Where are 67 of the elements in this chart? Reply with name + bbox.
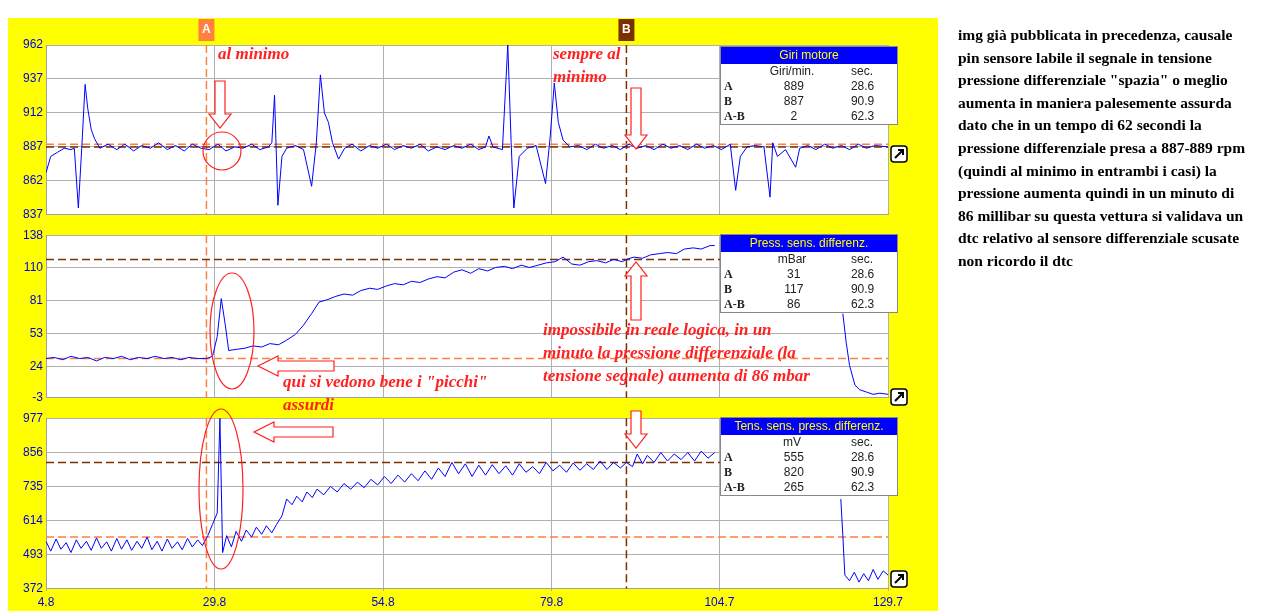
- ref-line-label: B: [622, 22, 632, 37]
- annotation: 28.6: [849, 79, 876, 94]
- y-tick-label: 138: [22, 227, 44, 242]
- y-tick-label: 81: [29, 293, 44, 308]
- annotation: 555: [782, 450, 805, 465]
- y-tick-label: -3: [32, 390, 44, 405]
- annotation: sec.: [850, 252, 874, 267]
- y-tick-label: 493: [22, 546, 44, 561]
- y-tick-label: 372: [22, 580, 44, 595]
- x-tick-label: 54.8: [371, 595, 396, 610]
- annotation: A: [723, 79, 734, 94]
- y-tick-label: 856: [22, 444, 44, 459]
- annotation: sec.: [850, 435, 874, 450]
- x-tick-label: 129.7: [872, 595, 904, 610]
- annotation: 62.3: [849, 480, 876, 495]
- annotation: mBar: [776, 252, 808, 267]
- y-tick-label: 53: [29, 325, 44, 340]
- chart-title: Press. sens. differenz.: [721, 235, 897, 252]
- ref-line-label: A: [202, 22, 212, 37]
- annotation: A-B: [723, 297, 746, 312]
- annotation: A: [723, 267, 734, 282]
- annotation: 62.3: [849, 297, 876, 312]
- annotation: 2: [789, 109, 799, 124]
- annotation: al minimo: [218, 43, 291, 65]
- annotation: 90.9: [849, 465, 876, 480]
- annotation: 31: [786, 267, 802, 282]
- annotation: 62.3: [849, 109, 876, 124]
- y-tick-label: 110: [23, 259, 44, 274]
- annotation: 90.9: [849, 94, 876, 109]
- annotation: A: [723, 450, 734, 465]
- y-tick-label: 887: [22, 139, 44, 154]
- annotation: 28.6: [849, 267, 876, 282]
- x-tick-label: 79.8: [539, 595, 564, 610]
- annotation: 265: [782, 480, 805, 495]
- y-tick-label: 937: [22, 71, 44, 86]
- y-tick-label: 962: [22, 37, 44, 52]
- annotation: impossibile in reale logica, in un minuto la pressione differenziale (la tensione segnale) aumenta di 86 mbar: [543, 319, 811, 387]
- annotation: 90.9: [849, 282, 876, 297]
- x-tick-label: 29.8: [202, 595, 227, 610]
- annotation: B: [723, 282, 733, 297]
- y-tick-label: 735: [22, 478, 44, 493]
- chart-title: Giri motore: [721, 47, 897, 64]
- annotation: qui si vedono bene i "picchi" assurdi: [283, 371, 489, 416]
- y-tick-label: 24: [29, 358, 44, 373]
- annotation: sempre al minimo: [553, 43, 622, 88]
- x-tick-label: 104.7: [704, 595, 735, 610]
- chart-title: Tens. sens. press. differenz.: [721, 418, 897, 435]
- annotation: 28.6: [849, 450, 876, 465]
- annotation: 887: [782, 94, 805, 109]
- annotation: 889: [782, 79, 805, 94]
- annotation: 86: [786, 297, 802, 312]
- y-tick-label: 912: [22, 105, 44, 120]
- annotation: sec.: [850, 64, 874, 79]
- text: img già pubblicata in precedenza, causale pin sensore labile il segnale in tensione pressione differenziale "spazia" o meglio aumenta in maniera palesemente assurda dato che in un tempo di 62 secondi la pressione differenziale presa a 887-889 rpm (quindi al minimo in entrambi i casi) la pressione aumenta quindi in un minuto di 86 millibar su questa vettura si validava un dtc relativo al sensore differenziale scusate non ricordo il dtc: [958, 26, 1246, 269]
- y-tick-label: 614: [22, 512, 44, 527]
- annotation: A-B: [723, 109, 746, 124]
- y-tick-label: 862: [22, 173, 44, 188]
- y-tick-label: 837: [22, 207, 44, 222]
- annotation: A-B: [723, 480, 746, 495]
- annotation: B: [723, 465, 733, 480]
- annotation: 117: [783, 282, 805, 297]
- annotation: Giri/min.: [768, 64, 816, 79]
- x-tick-label: 4.8: [37, 595, 55, 610]
- annotation: 820: [782, 465, 805, 480]
- annotation: B: [723, 94, 733, 109]
- annotation: mV: [782, 435, 802, 450]
- y-tick-label: 977: [22, 410, 44, 425]
